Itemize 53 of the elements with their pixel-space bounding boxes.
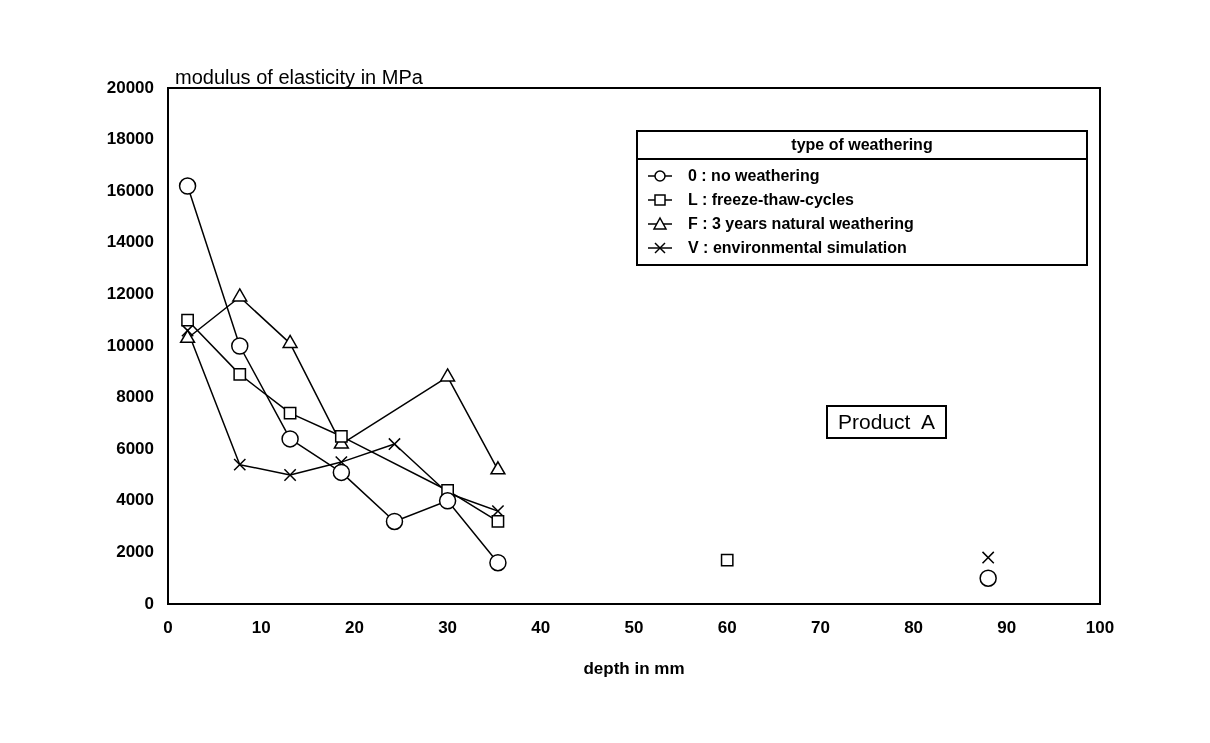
point — [281, 430, 299, 448]
point — [283, 468, 297, 482]
legend-label: F : 3 years natural weathering — [688, 215, 914, 233]
y-tick-label: 4000 — [116, 490, 154, 510]
x-tick-label: 80 — [904, 617, 924, 637]
y-axis-title: modulus of elasticity in MPa — [175, 66, 423, 89]
y-tick-label: 10000 — [106, 335, 154, 355]
point — [981, 551, 995, 564]
x-tick-label: 50 — [624, 617, 644, 637]
point — [979, 569, 997, 587]
y-tick-label: 2000 — [116, 542, 154, 562]
point — [181, 313, 194, 327]
legend-label: 0 : no weathering — [688, 167, 820, 185]
legend-label: L : freeze-thaw-cycles — [688, 191, 854, 209]
y-tick-label: 16000 — [106, 180, 154, 200]
point — [231, 337, 249, 355]
y-tick-label: 6000 — [116, 438, 154, 458]
x-tick-label: 60 — [717, 617, 737, 637]
x-tick-label: 90 — [997, 617, 1017, 637]
point — [439, 368, 456, 382]
point — [438, 492, 457, 510]
y-tick-label: 14000 — [106, 232, 154, 252]
y-tick-label: 8000 — [116, 387, 154, 407]
point — [720, 553, 734, 567]
point — [282, 334, 298, 349]
x-tick-label: 70 — [810, 617, 830, 637]
x-tick-label: 30 — [438, 617, 458, 637]
point — [491, 515, 505, 528]
x-tick-label: 10 — [251, 617, 271, 637]
point — [233, 367, 247, 381]
x-tick-label: 40 — [531, 617, 551, 637]
x-tick-label: 0 — [163, 617, 173, 637]
point — [233, 458, 247, 472]
x-axis-title: depth in mm — [583, 659, 685, 679]
annotation: Product A — [826, 405, 947, 439]
point — [179, 329, 196, 344]
x-tick-label: 20 — [344, 617, 364, 637]
point — [181, 324, 194, 337]
y-tick-label: 12000 — [106, 284, 154, 304]
x-tick-label: 100 — [1085, 617, 1115, 637]
point — [332, 463, 351, 482]
point — [388, 437, 401, 451]
y-tick-label: 0 — [144, 593, 154, 613]
point — [232, 288, 248, 302]
point — [489, 553, 507, 572]
point — [385, 512, 404, 531]
legend-label: V : environmental simulation — [688, 239, 907, 257]
point — [178, 177, 197, 195]
legend-title: type of weathering — [790, 135, 934, 155]
y-tick-label: 20000 — [106, 77, 154, 97]
point — [490, 461, 506, 475]
y-tick-label: 18000 — [106, 129, 154, 149]
point — [334, 429, 348, 443]
